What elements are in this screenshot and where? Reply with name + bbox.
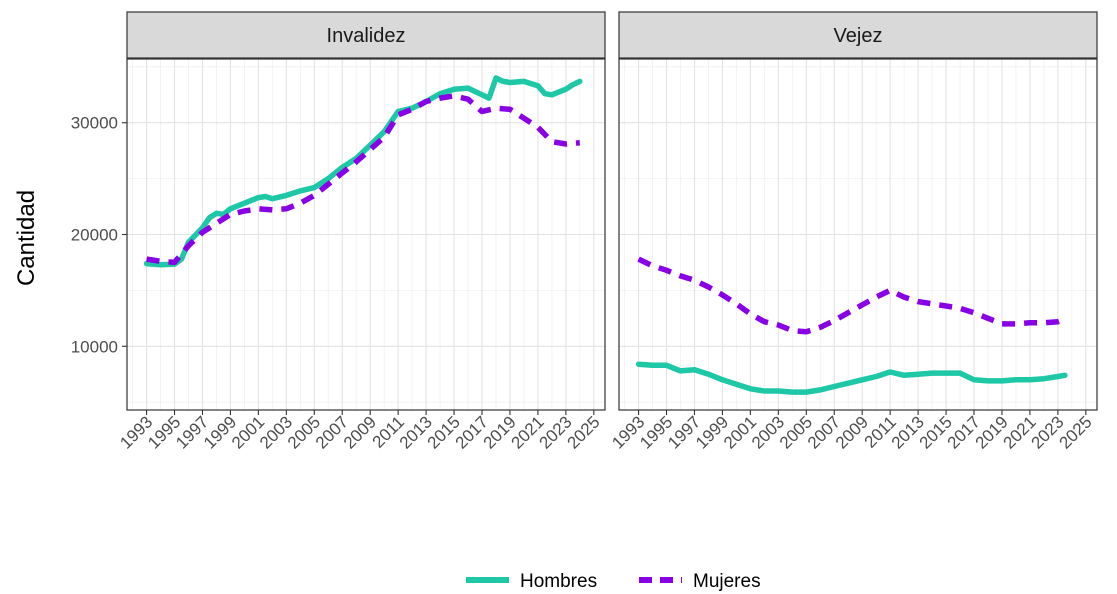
facet-strip (126, 11, 606, 59)
panel-vejez: Vejez19931995199719992001200320052007200… (608, 11, 1098, 453)
series-line-hombres (143, 75, 583, 268)
facet-strip-label: Vejez (834, 25, 883, 47)
y-tick-label: 20000 (71, 226, 118, 245)
panel-border (618, 58, 1098, 411)
x-tick-label: 2025 (563, 412, 603, 452)
facet-strip-label: Invalidez (327, 25, 406, 47)
legend-label-hombres: Hombres (520, 571, 597, 592)
y-axis: 10000 20000 30000 (71, 114, 127, 356)
series-group (143, 75, 583, 268)
legend-item-hombres: Hombres (466, 571, 597, 592)
y-tick-label: 10000 (71, 337, 118, 356)
facet-strip (618, 11, 1098, 59)
series-line-mujeres (637, 256, 1066, 335)
legend-item-mujeres: Mujeres (639, 571, 761, 592)
panel-invalidez: Invalidez1993199519971999200120032005200… (116, 11, 606, 453)
series-line-hombres (635, 361, 1068, 395)
legend: Hombres Mujeres (466, 571, 761, 592)
y-axis-title: Cantidad (13, 190, 40, 286)
series-group (635, 256, 1068, 395)
panels-layer: Invalidez1993199519971999200120032005200… (116, 11, 1098, 453)
x-tick-label: 2025 (1055, 412, 1095, 452)
y-tick-label: 30000 (71, 114, 118, 133)
series-line-mujeres (146, 93, 581, 266)
legend-label-mujeres: Mujeres (693, 571, 761, 592)
